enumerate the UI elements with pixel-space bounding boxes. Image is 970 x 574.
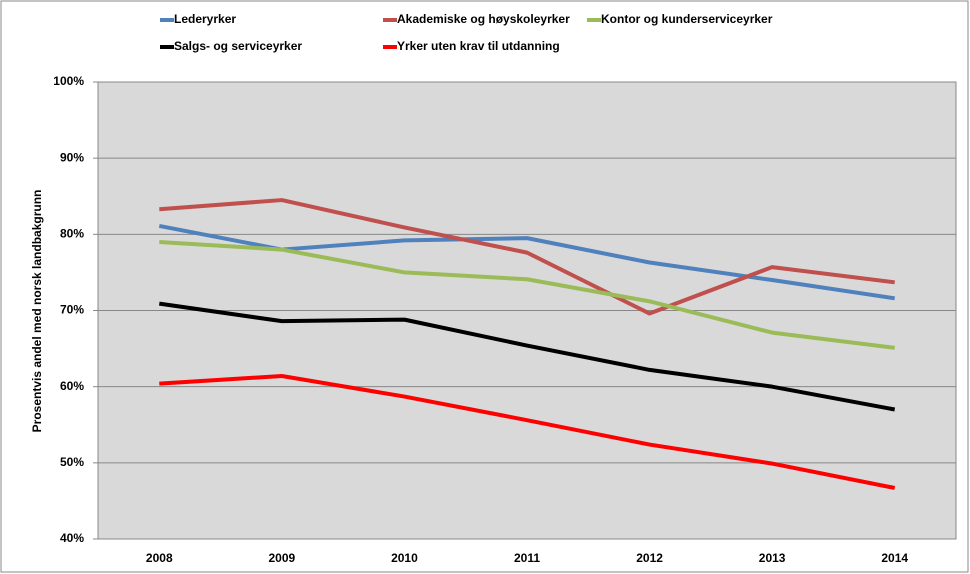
y-tick-label: 60% (60, 379, 84, 393)
legend-label: Yrker uten krav til utdanning (397, 39, 560, 53)
y-tick-label: 100% (53, 74, 84, 88)
x-tick-label: 2014 (881, 551, 908, 565)
x-tick-label: 2010 (391, 551, 418, 565)
y-tick-label: 80% (60, 227, 84, 241)
series-line (159, 374, 896, 490)
legend-label: Salgs- og serviceyrker (174, 39, 302, 53)
y-tick-label: 50% (60, 455, 84, 469)
series-line (159, 301, 896, 412)
y-tick-label: 90% (60, 150, 84, 164)
y-tick-label: 70% (60, 303, 84, 317)
x-tick-label: 2011 (514, 551, 540, 565)
y-tick-label: 40% (60, 531, 84, 545)
legend-label: Lederyrker (174, 12, 236, 26)
x-tick-label: 2009 (269, 551, 296, 565)
legend-label: Akademiske og høyskoleyrker (397, 12, 570, 26)
series-line (159, 239, 895, 350)
legend-label: Kontor og kunderserviceyrker (601, 12, 773, 26)
series-line (159, 198, 895, 316)
x-tick-label: 2012 (636, 551, 663, 565)
y-axis-label: Prosentvis andel med norsk landbakgrunn (30, 190, 44, 433)
x-tick-label: 2008 (146, 551, 173, 565)
x-tick-label: 2013 (759, 551, 786, 565)
